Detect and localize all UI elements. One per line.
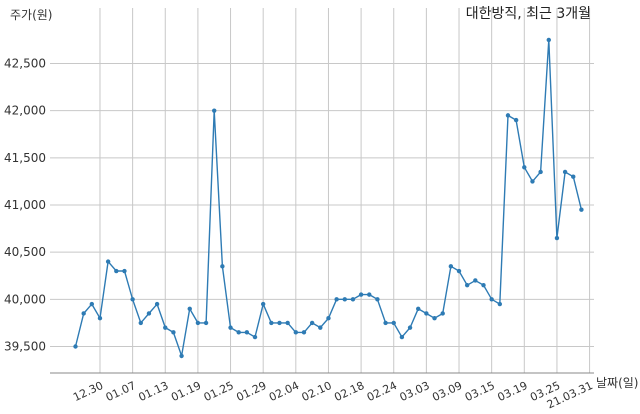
data-point [252,334,258,340]
data-point [89,301,95,307]
y-tick-label: 39,500 [4,340,46,354]
data-point [456,268,462,274]
data-point [97,316,103,321]
data-point [464,282,470,288]
data-point [571,174,576,179]
data-point [391,320,396,326]
data-point [505,113,511,118]
data-point [448,264,454,269]
data-point [73,344,78,349]
y-tick-label: 42,000 [4,104,46,118]
data-point [399,334,405,340]
data-point [244,330,250,335]
x-tick-label: 03.09 [430,379,464,404]
y-tick-label: 41,000 [4,198,46,212]
data-point [481,282,486,288]
data-point [301,330,307,335]
data-point [195,320,201,326]
x-tick-label: 12.30 [71,379,105,404]
data-point [326,316,331,321]
data-point [105,259,111,264]
data-point [212,108,217,113]
data-point [236,330,241,335]
y-tick-label: 40,000 [4,292,46,306]
data-point [285,320,290,326]
x-tick-label: 03.15 [463,379,497,404]
data-point [171,330,176,335]
y-tick-label: 42,500 [4,57,46,71]
data-point [334,297,339,302]
data-point [375,297,380,302]
data-point [489,297,494,302]
data-point [163,325,168,330]
data-point [187,306,192,311]
data-point [220,264,225,269]
data-point [81,311,86,316]
data-point [114,268,119,274]
data-point [350,297,356,302]
data-point [122,268,127,274]
x-tick-label: 01.19 [169,379,203,404]
data-point [154,301,160,307]
data-point [407,325,413,330]
x-tick-label: 01.29 [234,379,268,404]
data-point [546,37,551,43]
x-tick-label: 01.13 [136,379,170,404]
data-point [383,320,388,326]
data-point [138,320,143,326]
x-tick-label: 03.19 [496,379,530,404]
data-point [530,179,535,184]
data-point [367,292,372,297]
x-tick-label: 03.03 [398,379,432,404]
y-tick-label: 41,500 [4,151,46,165]
x-tick-label: 02.10 [300,379,334,404]
data-point [440,311,445,316]
x-tick-label: 01.25 [202,379,236,404]
data-point [497,301,503,307]
x-axis-title: 날짜(일) [596,376,638,390]
data-point [538,169,543,175]
price-points [73,37,584,359]
y-tick-labels: 39,500 40,000 40,500 41,000 41,500 42,000 42,5… [4,57,46,354]
data-point [579,207,584,212]
data-point [318,325,323,330]
x-tick-label: 02.18 [332,379,366,404]
data-point [342,297,347,302]
chart-title: 대한방직, 최근 3개월 [466,6,591,22]
data-point [277,320,282,326]
data-point [309,320,315,326]
data-point [473,278,478,283]
data-point [562,169,568,175]
data-point [522,165,527,170]
data-point [130,297,135,302]
data-point [269,320,274,326]
data-point [203,320,209,326]
data-point [416,306,421,311]
grid [50,8,594,373]
y-tick-label: 40,500 [4,245,46,259]
data-point [228,325,233,330]
x-tick-label: 02.04 [267,379,301,404]
data-point [179,353,184,359]
data-point [424,311,429,316]
y-axis-title: 주가(원) [10,8,52,22]
data-point [432,316,437,321]
data-point [358,292,364,297]
data-point [554,235,560,241]
data-point [260,301,266,307]
data-point [513,117,519,123]
x-tick-labels: 12.3001.0701.1301.1901.2501.2902.0402.10… [71,379,595,411]
x-tick-label: 01.07 [104,379,138,404]
data-point [146,311,152,316]
x-tick-label: 02.24 [365,379,399,404]
data-point [293,330,299,335]
